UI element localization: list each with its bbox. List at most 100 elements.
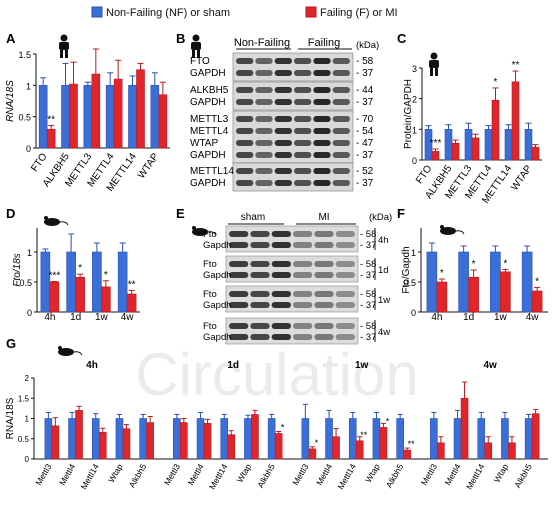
significance-marker: * [315, 438, 319, 448]
bar-f-1w-mettl14 [355, 440, 364, 460]
significance-marker: ** [408, 439, 416, 449]
blot-band [314, 231, 334, 237]
blot-label: GAPDH [190, 68, 226, 79]
blot-size: - 37 [360, 270, 376, 281]
blot-band [236, 58, 254, 64]
bar-nf-1w-mettl3 [301, 418, 310, 460]
x-tick-label: Mettl14 [207, 462, 230, 491]
bar-f-4h-mettl4 [75, 410, 83, 460]
bar-nf-1d-wtap [244, 418, 252, 460]
significance-marker: * [281, 422, 285, 432]
bar-f-mettl4 [491, 99, 500, 161]
panel-letter-e: E [176, 206, 185, 221]
blot-band [229, 334, 249, 340]
blot-band [255, 70, 273, 76]
bar-nf-1w-wtap [372, 418, 381, 460]
blot-label: Fto [203, 259, 217, 270]
bar-f-4w-mettl4 [460, 397, 469, 460]
bar-nf-wtap [150, 85, 160, 149]
blot-band [332, 168, 350, 174]
x-tick-label: Alkbh5 [384, 462, 406, 490]
bar-f-mettl14 [511, 81, 520, 161]
blot-band [236, 180, 254, 186]
blot-band [236, 87, 254, 93]
blot-band [332, 180, 350, 186]
blot-band [293, 291, 313, 297]
x-tick-label: WTAP [136, 151, 161, 181]
significance-marker: * [503, 258, 507, 269]
x-tick-label: Mettl14 [335, 462, 358, 491]
blot-band [274, 180, 292, 186]
time-label: 4h [378, 235, 389, 246]
blot-band [250, 242, 270, 248]
bar-f-1d-mettl4 [203, 423, 212, 460]
blot-band [335, 323, 355, 329]
blot-label: Fto [203, 321, 217, 332]
bar-nf-1w-mettl4 [325, 418, 333, 460]
bar-f-1w-alkbh5 [403, 449, 411, 460]
y-tick-label: 0 [26, 144, 31, 154]
blot-band [229, 323, 249, 329]
bar-nf-4w [521, 251, 533, 313]
bar-f-1d [75, 276, 85, 313]
blot-membrane [225, 225, 359, 253]
bar-f-4w-mettl3 [437, 442, 445, 460]
x-tick-label: FTO [29, 151, 50, 174]
y-tick-label: 2 [412, 95, 417, 105]
blot-size: - 37 [356, 68, 374, 79]
panel-letter-b: B [176, 31, 185, 46]
blot-band [250, 323, 270, 329]
bar-f-1w [101, 286, 111, 313]
bar-f-1d [468, 276, 479, 313]
bar-f-alkbh5 [69, 83, 78, 149]
bar-f-alkbh5 [451, 142, 460, 161]
blot-band [271, 323, 291, 329]
blot-size: - 54 [356, 126, 374, 137]
bar-f-1w [500, 271, 511, 313]
panel-letter-d: D [6, 206, 15, 221]
bar-f-mettl4 [113, 78, 123, 149]
x-tick-label: Alkbh5 [512, 462, 534, 490]
bar-nf-1d-mettl3 [173, 418, 181, 460]
y-tick-label: 0 [412, 156, 417, 166]
blot-band [294, 87, 312, 93]
y-tick-label: 0.5 [19, 278, 32, 288]
blot-band [313, 152, 331, 158]
blot-band [236, 99, 254, 105]
blot-band [274, 70, 292, 76]
y-tick-label: 0.5 [18, 435, 30, 444]
bar-f-4w-alkbh5 [531, 413, 540, 460]
blot-band [294, 152, 312, 158]
panel-letter-g: G [6, 336, 16, 351]
significance-marker: ** [128, 279, 136, 290]
significance-marker: ** [360, 430, 368, 440]
bar-nf-4w-mettl14 [477, 418, 486, 460]
bar-nf-4h-alkbh5 [139, 418, 147, 460]
blot-band [313, 140, 331, 146]
blot-band [332, 140, 350, 146]
bar-f-4h-mettl3 [51, 425, 60, 460]
blot-band [293, 334, 313, 340]
bar-nf-4w-mettl3 [430, 418, 438, 460]
bar-nf-4w-alkbh5 [524, 418, 533, 460]
group-title-1w: 1w [355, 360, 369, 371]
blot-size: - 37 [360, 332, 376, 343]
human-icon [59, 34, 69, 58]
bar-nf-1d-mettl14 [220, 418, 229, 460]
blot-band [250, 261, 270, 267]
blot-band [236, 140, 254, 146]
blot-size: - 70 [356, 114, 374, 125]
blot-band [229, 261, 249, 267]
significance-marker: *** [430, 138, 442, 149]
blot-band [313, 116, 331, 122]
bar-nf-1d-mettl4 [196, 418, 205, 460]
y-tick-label: 0 [27, 308, 32, 318]
blot-label: Fto [203, 229, 217, 240]
group-title-1d: 1d [227, 360, 239, 371]
significance-marker: *** [49, 270, 61, 281]
human-icon [191, 34, 201, 58]
blot-band [255, 128, 273, 134]
blot-label: Fto [203, 289, 217, 300]
blot-band [255, 140, 273, 146]
